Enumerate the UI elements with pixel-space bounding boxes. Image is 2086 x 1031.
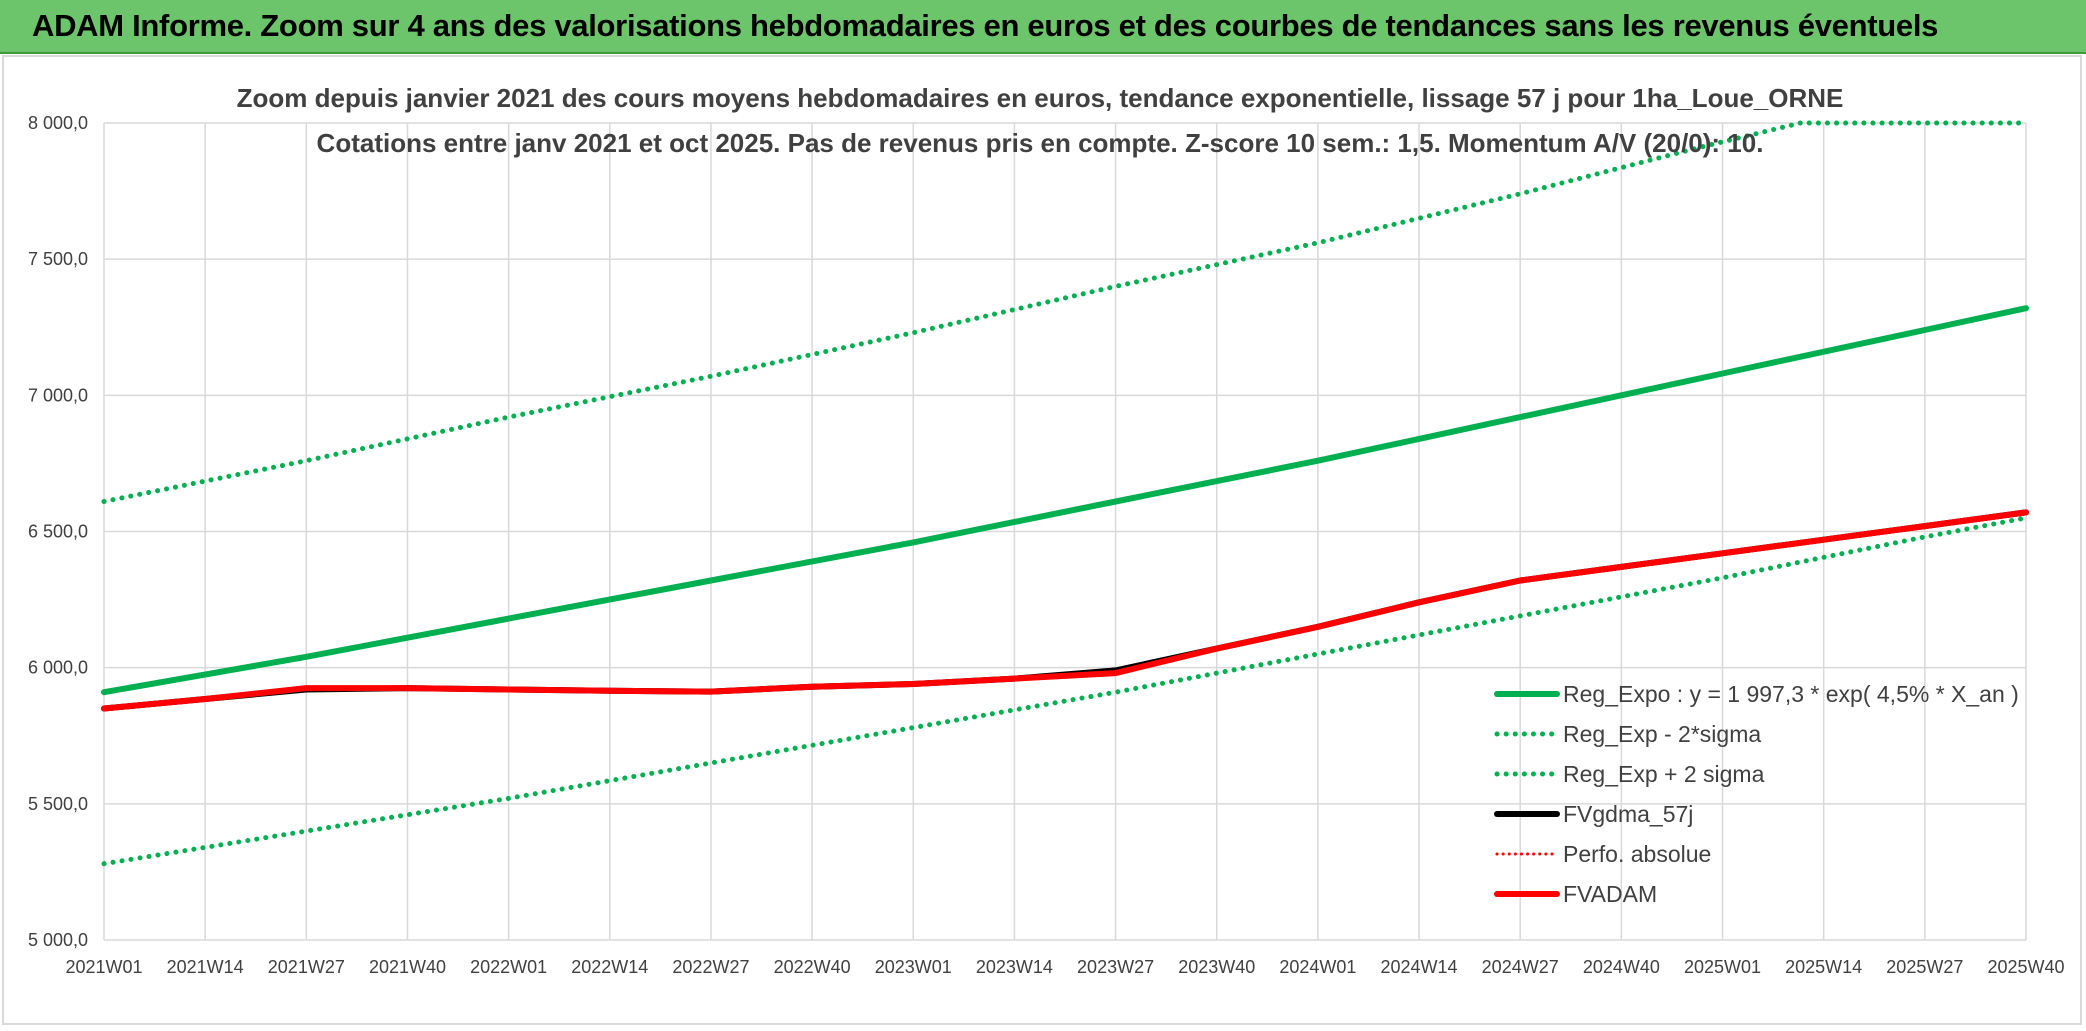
x-tick-label: 2021W01 <box>65 957 142 977</box>
legend-label: FVgdma_57j <box>1563 801 1693 827</box>
x-tick-label: 2023W27 <box>1077 957 1154 977</box>
series-lines <box>101 120 2029 867</box>
x-tick-label: 2022W14 <box>571 957 648 977</box>
series-line-6 <box>101 509 2029 712</box>
gridlines <box>103 122 2027 941</box>
x-axis-ticks: 2021W01 2021W14 2021W27 2021W40 2022W01 2022W… <box>65 957 2064 977</box>
chart-frame <box>2 55 2082 1025</box>
y-tick-label: 6 500,0 <box>28 522 88 542</box>
y-tick-label: 6 000,0 <box>28 658 88 678</box>
series-line-1 <box>101 305 2029 696</box>
legend-label: FVADAM <box>1563 881 1657 907</box>
x-tick-label: 2023W01 <box>875 957 952 977</box>
x-tick-label: 2021W14 <box>167 957 244 977</box>
x-tick-label: 2022W27 <box>672 957 749 977</box>
series-line-3 <box>101 120 2029 504</box>
y-tick-label: 5 000,0 <box>28 930 88 950</box>
chart-title-line-1: Zoom depuis janvier 2021 des cours moyen… <box>237 83 1844 113</box>
series-line-4 <box>101 509 2029 712</box>
x-tick-label: 2025W14 <box>1785 957 1862 977</box>
header-banner: ADAM Informe. Zoom sur 4 ans des valoris… <box>0 0 2086 54</box>
x-tick-label: 2024W01 <box>1279 957 1356 977</box>
x-tick-label: 2025W40 <box>1987 957 2064 977</box>
series-line-2 <box>101 515 2029 867</box>
y-tick-label: 8 000,0 <box>28 113 88 133</box>
banner-title: ADAM Informe. Zoom sur 4 ans des valoris… <box>32 8 1939 43</box>
x-tick-label: 2024W40 <box>1583 957 1660 977</box>
x-tick-label: 2025W27 <box>1886 957 1963 977</box>
legend-label: Reg_Expo : y = 1 997,3 * exp( 4,5% * X_a… <box>1563 681 2019 707</box>
x-tick-label: 2021W40 <box>369 957 446 977</box>
x-tick-label: 2022W01 <box>470 957 547 977</box>
x-tick-label: 2023W14 <box>976 957 1053 977</box>
chart-title: Zoom depuis janvier 2021 des cours moyen… <box>237 83 1844 158</box>
legend-label: Perfo. absolue <box>1563 841 1711 867</box>
x-tick-label: 2022W40 <box>774 957 851 977</box>
x-tick-label: 2021W27 <box>268 957 345 977</box>
x-tick-label: 2023W40 <box>1178 957 1255 977</box>
y-tick-label: 7 000,0 <box>28 385 88 405</box>
y-axis-ticks: 5 000,0 5 500,0 6 000,0 6 500,0 7 000,0 7 500… <box>28 113 88 950</box>
legend: Reg_Expo : y = 1 997,3 * exp( 4,5% * X_a… <box>1494 681 2019 907</box>
legend-label: Reg_Exp + 2 sigma <box>1563 761 1765 787</box>
y-tick-label: 7 500,0 <box>28 249 88 269</box>
chart-title-line-2: Cotations entre janv 2021 et oct 2025. P… <box>317 128 1764 158</box>
x-tick-label: 2024W14 <box>1381 957 1458 977</box>
legend-label: Reg_Exp - 2*sigma <box>1563 721 1761 747</box>
y-tick-label: 5 500,0 <box>28 794 88 814</box>
x-tick-label: 2024W27 <box>1482 957 1559 977</box>
x-tick-label: 2025W01 <box>1684 957 1761 977</box>
